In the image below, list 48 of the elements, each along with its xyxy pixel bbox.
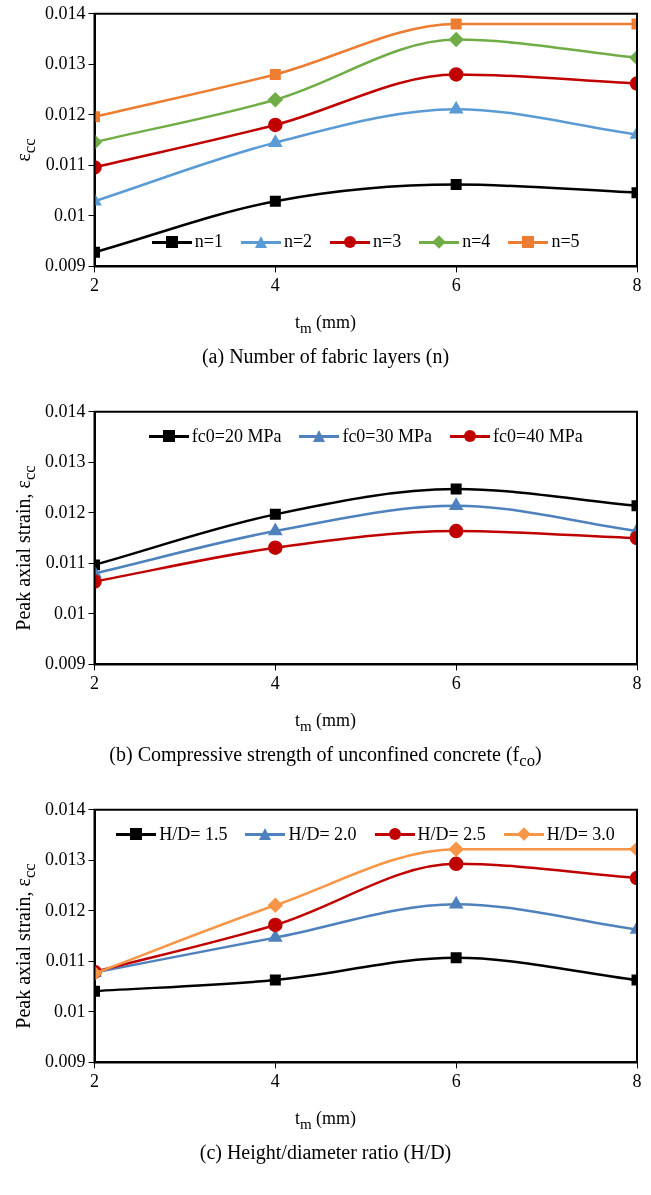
y-tick-label: 0.014 [45, 400, 86, 421]
y-tick-label: 0.014 [45, 798, 86, 819]
y-tick-label: 0.011 [45, 552, 86, 573]
x-tick-label: 8 [632, 1070, 642, 1091]
y-tick-label: 0.009 [45, 255, 86, 276]
x-tick-label: 8 [632, 672, 642, 693]
legend-label: fc0=30 MPa [342, 425, 433, 447]
x-tick-label: 2 [90, 274, 99, 295]
text: (c) Height/diameter ratio (H/D) [198, 1141, 453, 1164]
y-tick-label: 0.011 [45, 154, 86, 175]
legend-label: fc0=40 MPa [493, 425, 583, 447]
y-tick-label: 0.01 [54, 602, 86, 623]
x-tick-label: 4 [270, 672, 280, 693]
x-tick-label: 2 [90, 1070, 99, 1091]
y-tick-label: 0.012 [45, 103, 86, 124]
y-tick-label: 0.013 [45, 451, 86, 472]
legend-label: H/D= 3.0 [546, 823, 615, 845]
legend-label: n=2 [283, 231, 313, 253]
x-axis-title: t$_{m}$ (mm) [293, 1108, 358, 1133]
legend-label: n=1 [194, 231, 223, 253]
y-tick-label: 0.009 [45, 653, 86, 674]
y-tick-label: 0.013 [45, 849, 86, 870]
y-tick-label: 0.012 [45, 501, 86, 522]
legend-label: H/D= 1.5 [159, 823, 228, 845]
y-tick-label: 0.014 [45, 2, 86, 23]
legend-label: n=4 [462, 231, 491, 253]
y-tick-label: 0.01 [54, 204, 86, 225]
text: (a) Number of fabric layers (n) [200, 345, 451, 368]
x-tick-label: 2 [90, 672, 99, 693]
x-tick-label: 6 [451, 672, 461, 693]
y-tick-label: 0.01 [54, 1000, 86, 1021]
text: (b) Compressive strength of unconfined concrete (f$_{co}$) [108, 743, 543, 771]
x-tick-label: 6 [451, 274, 461, 295]
x-axis-title: t$_{m}$ (mm) [293, 312, 358, 337]
x-tick-label: 4 [270, 274, 280, 295]
legend-label: n=5 [551, 231, 580, 253]
legend-label: H/D= 2.5 [417, 823, 486, 845]
legend-label: fc0=20 MPa [191, 425, 282, 447]
legend-label: H/D= 2.0 [288, 823, 357, 845]
y-tick-label: 0.013 [45, 53, 86, 74]
x-tick-label: 8 [632, 274, 642, 295]
y-tick-label: 0.009 [45, 1051, 86, 1072]
x-tick-label: 4 [270, 1070, 280, 1091]
y-tick-label: 0.011 [45, 950, 86, 971]
legend-label: n=3 [373, 231, 402, 253]
x-axis-title: t$_{m}$ (mm) [293, 710, 358, 735]
x-tick-label: 6 [451, 1070, 461, 1091]
y-tick-label: 0.012 [45, 899, 86, 920]
